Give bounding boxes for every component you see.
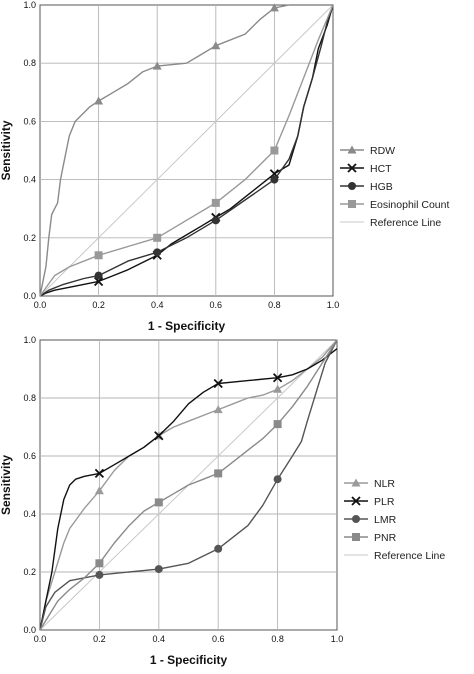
chart-2-legend-marker-pnr [352,533,360,541]
chart-2-series-point-nlr [273,384,283,393]
chart-1: 0.00.0 0.2 0.2 0.4 0.4 0.6 0.6 0.8 0.8 1.0 1.0 1 - … [0,0,449,333]
chart-1-series-point-rdw [94,96,104,105]
chart-1-series-point-eosinophil-count [153,233,162,242]
chart-2-series-point-plr [272,373,283,383]
chart-1-series-line-rdw [39,4,333,297]
chart-2-legend-label-reference-line: Reference Line [374,550,445,562]
chart-1-y-tick-label: 0.8 [23,58,36,68]
chart-1-legend-marker-hgb [348,182,356,190]
chart-2-legend-marker-nlr [351,478,361,487]
chart-2-y-tick-label: 0.6 [23,451,36,461]
chart-2-series-line-nlr [39,339,338,631]
chart-1-y-tick-label: 0.4 [23,175,36,185]
chart-2-series-point-lmr [154,565,163,574]
chart-2-series-point-nlr [213,405,223,414]
chart-2-series-point-plr [213,378,223,389]
chart-2-series-line-pnr [39,339,338,631]
chart-1-legend-label-eosinophil-count: Eosinophil Count [370,199,449,211]
chart-1-series-line-eosinophil-count [39,4,334,297]
chart-2-x-axis-label: 1 - Specificity [150,653,228,667]
chart-1-legend-marker-hct [347,163,357,173]
chart-1-legend-label-hct: HCT [370,163,392,175]
chart-2-series-point-plr [154,431,164,441]
chart-2-legend-marker-lmr [352,515,360,523]
chart-1-x-tick-label: 0.2 [92,300,105,310]
chart-2-series-point-pnr [154,498,163,507]
chart-1-series-point-hgb [94,271,103,280]
chart-2-x-tick-label: 0.6 [212,634,225,644]
chart-1-series-point-hgb [211,216,220,225]
chart-2-x-tick-label: 0.2 [93,634,106,644]
chart-2-series-point-lmr [214,544,223,553]
chart-2-y-tick-label: 0.2 [23,567,36,577]
chart-1-x-axis-label: 1 - Specificity [148,319,226,333]
chart-1-series-point-rdw [269,3,279,12]
chart-2-y-tick-label: 0.4 [23,509,36,519]
chart-2-series-point-plr [94,468,105,479]
chart-2-y-tick-label: 1.0 [23,335,36,345]
chart-1-legend-marker-rdw [347,145,357,154]
chart-2: 0.00.0 0.2 0.2 0.4 0.4 0.6 0.6 0.8 0.8 1.0 1.0 1 - … [0,335,445,667]
chart-1-legend-marker-eosinophil-count [348,200,356,208]
chart-2-y-tick-label: 0.0 [23,625,36,635]
chart-2-series-point-lmr [95,570,104,579]
chart-1-y-tick-label: 0.2 [23,233,36,243]
chart-1-x-tick-label: 0.8 [268,300,281,310]
chart-2-series-line-plr [39,348,338,631]
chart-2-legend-label-plr: PLR [374,496,395,508]
chart-1-series-point-eosinophil-count [211,198,220,207]
chart-2-series-point-pnr [273,420,282,429]
chart-2-series-point-nlr [94,486,104,495]
chart-1-series-point-rdw [152,61,162,70]
chart-1-x-tick-label: 0.0 [34,300,47,310]
chart-2-x-tick-label: 0.0 [34,634,47,644]
chart-2-y-tick-label: 0.8 [23,393,36,403]
chart-2-y-axis-label: Sensitivity [0,455,13,515]
chart-2-series-point-pnr [214,469,223,478]
chart-1-y-tick-label: 0.0 [23,291,36,301]
chart-1-x-tick-label: 1.0 [327,300,340,310]
chart-1-legend-label-reference-line: Reference Line [370,217,441,229]
chart-2-x-tick-label: 0.4 [153,634,166,644]
chart-2-x-tick-label: 1.0 [331,634,344,644]
chart-1-series-line-reference-line [39,4,334,297]
chart-1-x-tick-label: 0.6 [210,300,223,310]
chart-1-legend-label-hgb: HGB [370,181,393,193]
chart-2-series-point-pnr [95,559,104,568]
chart-2-series-point-lmr [273,475,282,484]
chart-2-legend-marker-plr [351,496,361,506]
chart-1-y-axis-label: Sensitivity [0,120,13,180]
chart-1-legend-label-rdw: RDW [370,145,395,157]
chart-2-legend-label-lmr: LMR [374,514,397,526]
chart-2-series-line-lmr [39,339,338,631]
chart-1-series-point-eosinophil-count [270,146,279,155]
chart-1-series-point-eosinophil-count [94,251,103,260]
chart-2-legend-label-pnr: PNR [374,532,397,544]
chart-1-series-point-hgb [270,175,279,184]
chart-1-y-tick-label: 1.0 [23,0,36,10]
chart-1-series-point-hct [93,276,104,287]
chart-2-legend-label-nlr: NLR [374,478,395,490]
chart-1-y-tick-label: 0.6 [23,116,36,126]
chart-1-series-point-rdw [211,41,221,50]
chart-1-series-point-hgb [153,248,162,257]
chart-2-x-tick-label: 0.8 [271,634,284,644]
chart-1-x-tick-label: 0.4 [151,300,164,310]
chart-1-series-line-hgb [39,4,334,297]
